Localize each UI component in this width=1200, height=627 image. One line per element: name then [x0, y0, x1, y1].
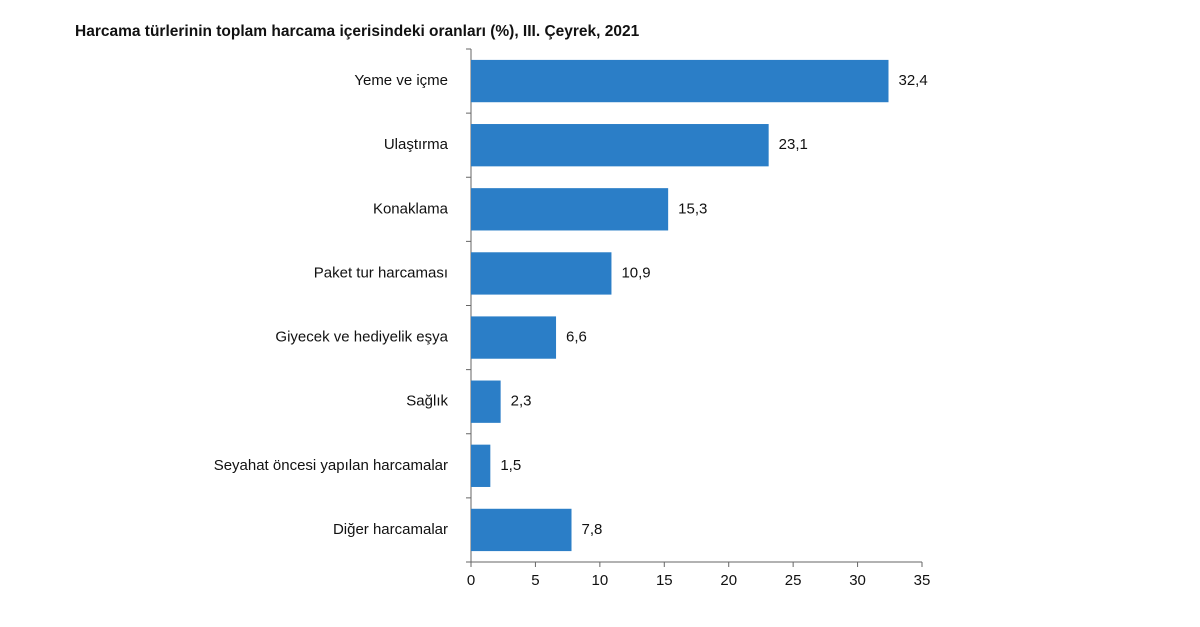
- value-label: 2,3: [511, 393, 532, 410]
- y-tick-label: Seyahat öncesi yapılan harcamalar: [214, 457, 448, 474]
- value-label: 10,9: [621, 264, 650, 281]
- bar: [471, 59, 889, 103]
- y-tick-label: Ulaştırma: [384, 136, 449, 153]
- x-tick-label: 25: [785, 572, 802, 589]
- chart-title: Harcama türlerinin toplam harcama içeris…: [75, 23, 640, 40]
- value-label: 7,8: [582, 521, 603, 538]
- x-tick-label: 20: [720, 572, 737, 589]
- value-label: 1,5: [500, 457, 521, 474]
- bar: [471, 316, 557, 359]
- x-tick-label: 30: [849, 572, 866, 589]
- bar: [471, 188, 669, 231]
- y-tick-label: Diğer harcamalar: [333, 521, 448, 538]
- bar: [471, 252, 612, 295]
- x-tick-label: 35: [914, 572, 931, 589]
- bar: [471, 380, 501, 423]
- x-tick-label: 10: [592, 572, 609, 589]
- x-tick-label: 15: [656, 572, 673, 589]
- value-label: 6,6: [566, 329, 587, 346]
- y-tick-label: Yeme ve içme: [354, 72, 448, 89]
- y-tick-label: Paket tur harcaması: [314, 264, 448, 281]
- y-tick-label: Konaklama: [373, 200, 449, 217]
- y-tick-label: Giyecek ve hediyelik eşya: [275, 329, 448, 346]
- y-tick-label: Sağlık: [406, 393, 448, 410]
- value-label: 15,3: [678, 200, 707, 217]
- bar: [471, 124, 769, 167]
- x-tick-label: 5: [531, 572, 539, 589]
- bar: [471, 444, 491, 487]
- value-label: 23,1: [779, 136, 808, 153]
- x-tick-label: 0: [467, 572, 475, 589]
- value-label: 32,4: [898, 72, 927, 89]
- bar: [471, 508, 572, 552]
